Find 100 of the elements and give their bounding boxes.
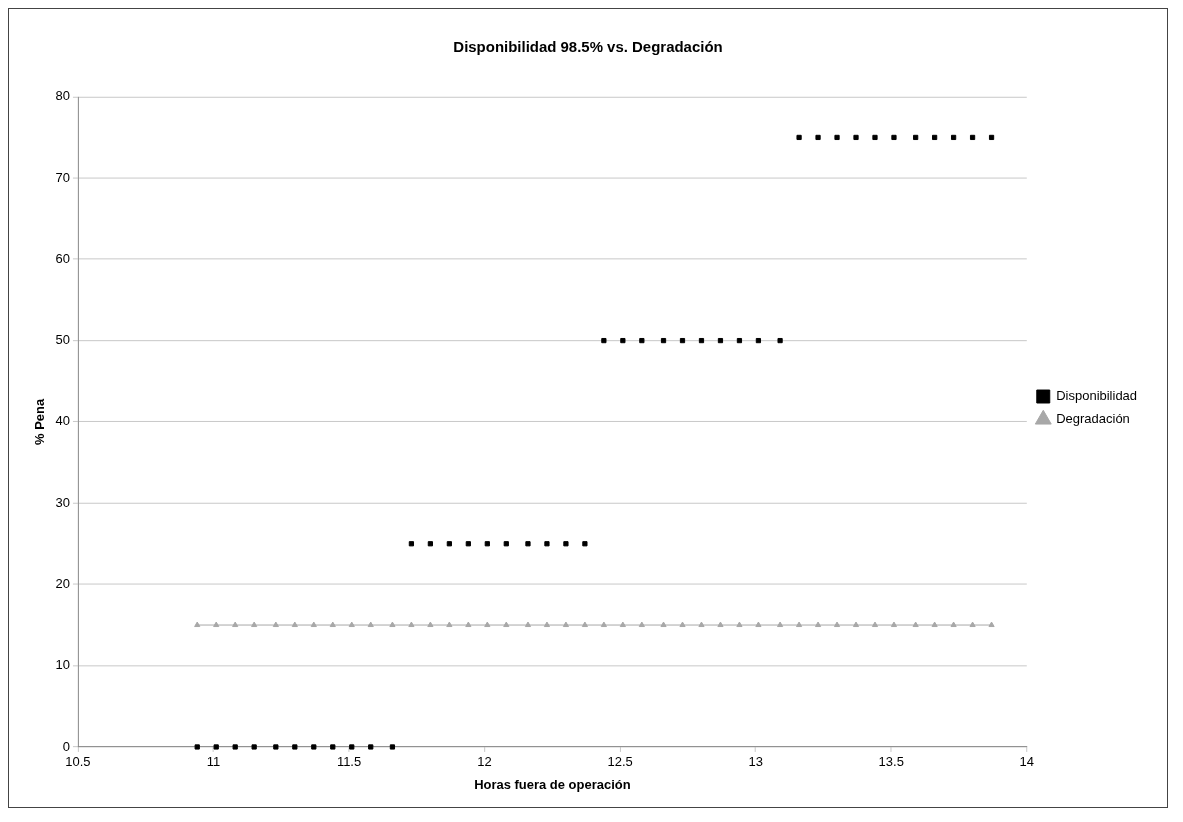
point xyxy=(446,541,452,547)
y-axis-title: % Pena xyxy=(32,398,48,445)
point xyxy=(638,621,645,628)
point xyxy=(310,621,317,628)
point xyxy=(524,621,532,628)
point xyxy=(950,621,957,628)
point xyxy=(484,621,491,628)
point xyxy=(698,621,705,628)
point xyxy=(717,621,724,628)
point xyxy=(562,621,570,628)
point xyxy=(465,621,472,628)
x-tick-label: 11 xyxy=(206,754,221,770)
point xyxy=(969,134,976,141)
point xyxy=(814,621,822,628)
point xyxy=(853,134,859,141)
point xyxy=(950,134,957,141)
point xyxy=(273,744,279,750)
point xyxy=(446,621,453,628)
point xyxy=(194,621,201,628)
point xyxy=(969,621,976,628)
legend-label: Degradación xyxy=(1056,411,1130,427)
point xyxy=(544,541,550,547)
point xyxy=(619,621,626,628)
point xyxy=(988,134,995,141)
y-tick-label: 50 xyxy=(55,332,70,348)
point xyxy=(291,621,298,628)
point xyxy=(348,621,355,628)
point xyxy=(408,541,415,547)
point xyxy=(251,744,257,750)
point xyxy=(912,621,919,628)
point xyxy=(563,541,569,547)
x-tick-label: 12 xyxy=(477,754,492,770)
point xyxy=(795,621,803,628)
point xyxy=(834,134,840,141)
point xyxy=(389,621,396,628)
point xyxy=(620,337,626,344)
x-tick-label: 13.5 xyxy=(878,754,904,770)
y-tick-label: 80 xyxy=(55,88,70,104)
x-tick-label: 12.5 xyxy=(607,754,633,770)
y-tick-label: 20 xyxy=(55,575,70,591)
point xyxy=(736,337,743,344)
point xyxy=(213,744,219,750)
point xyxy=(815,134,821,141)
point xyxy=(796,134,802,141)
point xyxy=(755,621,762,628)
point xyxy=(871,621,879,628)
point xyxy=(988,621,995,628)
point xyxy=(932,134,938,141)
point xyxy=(601,337,607,344)
point xyxy=(600,621,607,628)
point xyxy=(891,134,897,141)
point xyxy=(427,621,434,628)
y-tick-label: 0 xyxy=(62,738,70,754)
point xyxy=(872,134,878,141)
point xyxy=(503,621,510,628)
point xyxy=(465,541,471,547)
point xyxy=(213,621,220,628)
x-tick-label: 11.5 xyxy=(336,754,362,770)
point xyxy=(660,621,667,628)
chart-title: Disponibilidad 98.5% vs. Degradación xyxy=(453,38,723,56)
point xyxy=(736,621,743,628)
x-tick-label: 10.5 xyxy=(65,754,91,770)
legend-label: Disponibilidad xyxy=(1056,388,1138,404)
point xyxy=(543,621,551,628)
point xyxy=(913,134,919,141)
point xyxy=(717,337,724,344)
point xyxy=(852,621,860,628)
point xyxy=(408,621,415,628)
point xyxy=(330,744,336,750)
point xyxy=(698,337,705,344)
y-tick-label: 70 xyxy=(55,169,70,185)
point xyxy=(660,337,667,344)
point xyxy=(777,621,784,628)
point xyxy=(311,744,317,750)
y-tick-label: 60 xyxy=(55,250,70,266)
y-tick-label: 40 xyxy=(55,413,70,429)
point xyxy=(890,621,898,628)
point xyxy=(292,744,298,750)
point xyxy=(272,621,279,628)
point xyxy=(367,621,374,628)
point xyxy=(368,744,374,750)
point xyxy=(679,337,686,344)
point xyxy=(232,621,239,628)
y-tick-label: 30 xyxy=(55,494,70,510)
y-tick-label: 10 xyxy=(55,657,70,673)
point xyxy=(232,744,238,750)
point xyxy=(639,337,645,344)
point xyxy=(484,541,490,547)
point xyxy=(251,621,258,628)
point xyxy=(503,541,509,547)
point xyxy=(525,541,531,547)
point xyxy=(329,621,336,628)
point xyxy=(931,621,938,628)
x-tick-label: 13 xyxy=(748,754,763,770)
point xyxy=(389,744,396,750)
x-axis-title: Horas fuera de operación xyxy=(474,776,631,792)
point xyxy=(777,337,783,344)
point xyxy=(194,744,200,750)
point xyxy=(581,621,588,628)
point xyxy=(349,744,355,750)
